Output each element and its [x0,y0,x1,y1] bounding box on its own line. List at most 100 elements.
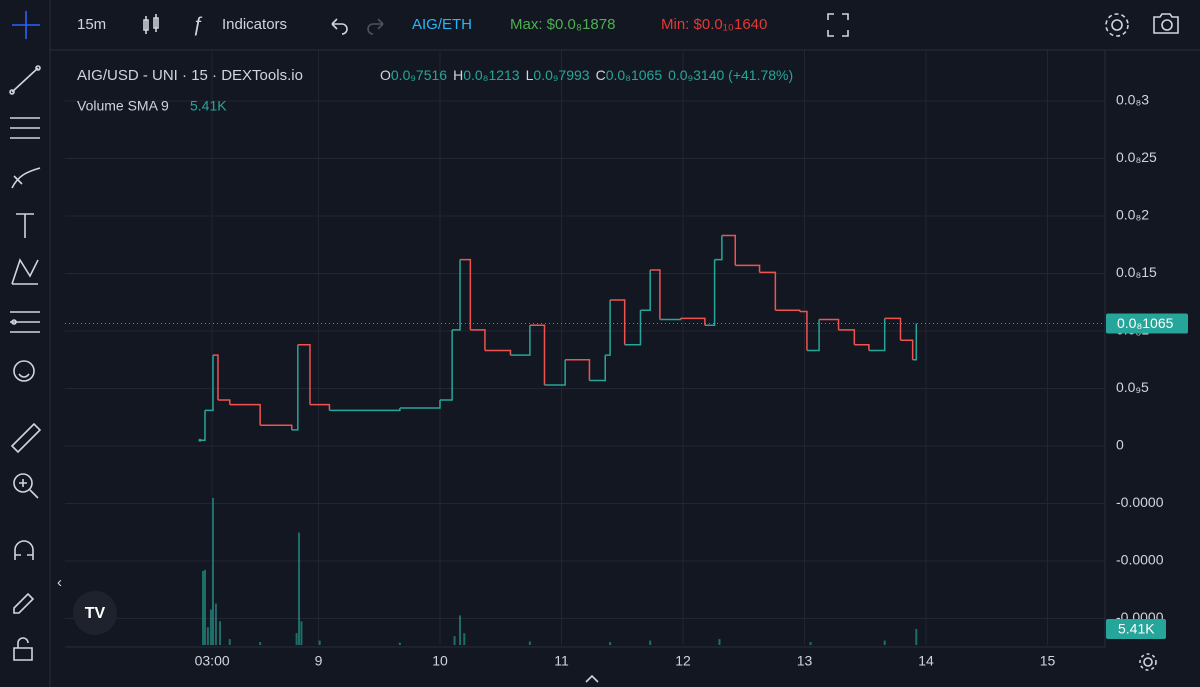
volume-bar [609,642,612,645]
last-price-tag [1106,313,1188,334]
volume-tag [1106,618,1166,639]
x-tick-label: 9 [315,653,323,669]
ohlc-key: C [596,67,606,83]
x-tick-label: 10 [432,653,448,669]
y-tick-label: 0.0₈15 [1116,264,1157,280]
volume-bar [206,627,209,645]
price-step [565,359,591,381]
price-step [854,344,870,351]
y-tick-label: 0.0₈2 [1116,207,1149,223]
price-step [735,264,761,273]
volume-bar [219,621,222,645]
axis-settings[interactable] [1139,653,1157,671]
price-step [759,271,777,311]
volume-bar [259,642,262,645]
price-step [900,339,914,360]
x-tick-label: 11 [554,653,569,669]
price-step [806,319,820,352]
price-step [884,317,902,341]
svg-text:TV: TV [85,605,106,622]
symbol: AIG/USD - UNI [77,67,178,84]
price-step [199,410,206,442]
scroll-handle[interactable] [585,674,599,683]
pair-link[interactable]: AIG/ETH [412,16,472,33]
volume-bar [209,609,212,645]
price-step [589,355,606,382]
volume-bar [295,633,298,645]
collapse-button[interactable]: ‹ [57,574,62,591]
last-price-label: 0.0₈1065 [1117,315,1174,331]
min-price: Min: $0.0₁₀1640 [661,16,767,33]
ohlc-value: 0.0₉7516 [391,67,447,83]
ohlc-key: L [526,67,534,83]
interval[interactable]: 15m [77,16,106,33]
price-step [714,235,723,261]
ohlc-key: H [453,67,463,83]
volume-bar [809,642,812,645]
ohlc-key: O [380,67,391,83]
volume-bar [202,571,205,645]
fx-icon[interactable]: ƒ [192,13,203,35]
price-step [799,310,808,351]
price-step [659,318,682,321]
volume-bar [718,639,721,645]
y-tick-label: 0.0₈25 [1116,149,1157,165]
y-tick-label: 0.0₈3 [1116,92,1149,108]
price-step [291,344,299,431]
volume-bar [459,615,462,645]
volume-bar [203,569,206,645]
volume-bar [211,497,214,645]
sep: · [178,67,191,84]
y-tick-label: 0 [1116,437,1124,453]
price-step [439,329,453,401]
volume-bar [298,532,301,645]
ohlc-value: 0.0₈1213 [463,67,520,83]
max-price: Max: $0.0₈1878 [510,16,615,33]
price-step [460,258,472,330]
screenshot[interactable] [1153,13,1179,34]
price-step [260,424,293,430]
price-step [680,317,706,326]
volume-bar [649,640,652,645]
price-step [912,323,918,361]
volume-bar [528,641,531,645]
price-step [640,270,651,312]
legend: AIG/USD - UNI · 15 · DEXTools.io [77,67,303,84]
y-tick-label: -0.0000 [1116,552,1164,568]
volume-bar [453,636,456,645]
x-tick-label: 13 [797,653,813,669]
volume [202,497,918,645]
sep: · [208,67,221,84]
settings[interactable] [1105,13,1129,37]
candle-icon[interactable] [143,14,159,34]
price-step [452,259,461,331]
price-step [721,234,736,266]
x-tick-label: 03:00 [195,653,230,669]
price-series [198,234,918,442]
price-step [399,400,441,409]
volume-bar [883,640,886,645]
left-toolbar[interactable] [9,11,42,661]
grid [65,50,1105,645]
volume-bar [915,628,918,645]
price-step [624,310,642,346]
price-step [529,324,546,386]
ohlc-value: 0.0₈1065 [606,67,663,83]
indicators-button[interactable]: Indicators [222,16,287,33]
price-step [470,329,486,351]
fullscreen[interactable] [827,13,849,37]
source: DEXTools.io [221,67,303,84]
price-step [838,329,856,345]
x-tick-label: 15 [1040,653,1056,669]
volume-bar [318,640,321,645]
price-step [544,359,566,386]
change: 0.0₉3140 (+41.78%) [668,67,793,83]
price-step [484,349,512,356]
x-tick-label: 14 [918,653,934,669]
y-tick-label: -0.0000 [1116,494,1164,510]
volume-tag-label: 5.41K [1118,621,1155,637]
legend-interval: 15 [191,67,208,84]
undo-redo[interactable] [331,18,384,35]
price-step [510,325,531,356]
